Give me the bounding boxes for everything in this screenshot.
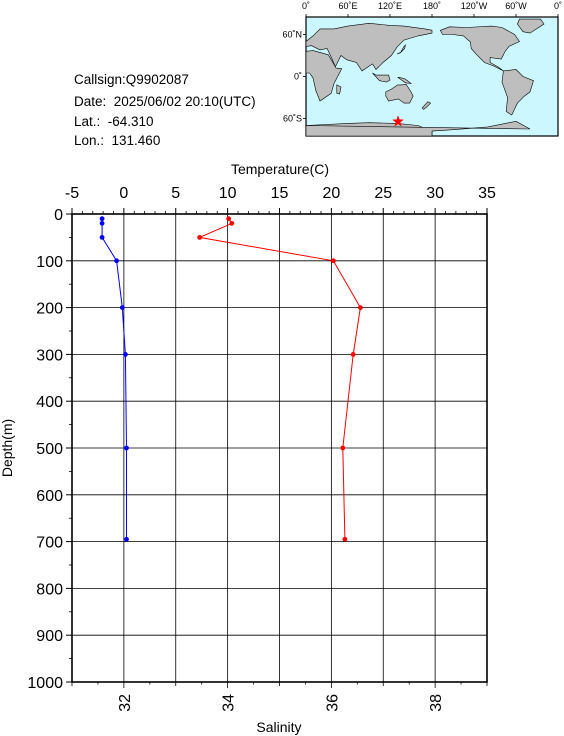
temperature-data-point	[358, 305, 363, 310]
temperature-axis-label: Temperature(C)	[231, 161, 329, 177]
depth-tick-label: 100	[36, 254, 63, 271]
map-land	[305, 18, 545, 137]
temperature-data-point	[229, 220, 235, 226]
chart-grid	[71, 213, 488, 683]
map-landmass	[501, 69, 534, 116]
map-landmass	[439, 25, 520, 72]
temperature-tick-label: 10	[219, 185, 237, 202]
salinity-data-point	[114, 258, 120, 264]
temperature-tick-label: 15	[271, 185, 289, 202]
map-lon-label: 60˚E	[338, 1, 357, 11]
map-landmass	[305, 50, 343, 102]
map-landmass	[421, 101, 432, 110]
map-lon-label: 0˚	[554, 1, 562, 11]
depth-tick-label: 0	[54, 207, 63, 224]
depth-tick-label: 700	[36, 535, 63, 552]
latitude-text: Lat.: -64.310	[74, 114, 154, 129]
salinity-profile-line	[101, 218, 127, 540]
temperature-tick-label: 35	[478, 185, 496, 202]
temperature-tick-label: 5	[171, 185, 180, 202]
salinity-data-point	[119, 305, 125, 310]
temperature-data-point	[350, 352, 356, 357]
map-lat-label: 60˚N	[282, 30, 302, 40]
map-labels: 0˚ 60˚E 120˚E 180˚ 120˚W 60˚W 0˚ 60˚N 0˚ 60˚S	[282, 1, 562, 124]
salinity-data-point	[124, 445, 129, 451]
salinity-data-point	[99, 216, 105, 222]
map-lon-label: 120˚E	[378, 1, 402, 11]
temperature-tick-label: 30	[426, 185, 444, 202]
salinity-tick-label: 36	[324, 694, 341, 712]
salinity-axis-label: Salinity	[256, 719, 301, 735]
chart-tick-labels: -5 0 5 10 15 20 25 30 35010020030040050060070080…	[27, 185, 496, 712]
salinity-tick-label: 32	[117, 694, 134, 712]
longitude-text: Lon.: 131.460	[74, 133, 161, 148]
temperature-data-point	[197, 235, 203, 240]
callsign-text: Callsign:Q9902087	[74, 72, 189, 87]
location-map: 0˚ 60˚E 120˚E 180˚ 120˚W 60˚W 0˚ 60˚N 0˚ 60˚S	[282, 1, 562, 137]
map-landmass	[385, 83, 414, 104]
map-lon-label: 180˚	[423, 1, 441, 11]
depth-tick-label: 400	[36, 394, 63, 411]
salinity-data-point	[123, 352, 128, 357]
map-landmass	[372, 72, 391, 83]
temperature-tick-label: -5	[65, 185, 79, 202]
star-icon	[392, 115, 405, 127]
chart-frame	[71, 213, 488, 683]
depth-tick-label: 900	[36, 628, 63, 645]
temperature-data-point	[331, 258, 336, 264]
map-landmass	[305, 22, 433, 72]
map-lon-label: 0˚	[302, 1, 310, 11]
salinity-data-point	[99, 220, 105, 226]
temperature-data-point	[340, 445, 346, 451]
temperature-profile-line	[197, 218, 361, 540]
depth-tick-label: 200	[36, 301, 63, 318]
map-landmass	[397, 76, 413, 84]
map-landmass	[305, 120, 531, 137]
temperature-tick-label: 25	[374, 185, 392, 202]
salinity-data-point	[99, 235, 105, 240]
temperature-tick-label: 0	[119, 185, 128, 202]
depth-tick-label: 600	[36, 488, 63, 505]
temperature-data-point	[226, 216, 232, 222]
profile-chart: -5 0 5 10 15 20 25 30 35010020030040050060070080…	[0, 161, 496, 735]
date-text: Date: 2025/06/02 20:10(UTC)	[74, 94, 256, 109]
map-lon-label: 60˚W	[505, 1, 527, 11]
salinity-tick-label: 34	[221, 694, 238, 712]
map-lat-label: 0˚	[294, 72, 302, 82]
station-marker	[392, 115, 405, 127]
salinity-data-point	[124, 536, 129, 542]
depth-axis-label: Depth(m)	[0, 419, 15, 477]
depth-tick-label: 800	[36, 581, 63, 598]
map-lat-label: 60˚S	[283, 114, 302, 124]
depth-tick-label: 1000	[27, 675, 63, 692]
chart-series	[99, 216, 363, 542]
depth-tick-label: 300	[36, 347, 63, 364]
map-landmass	[336, 84, 342, 95]
temperature-tick-label: 20	[322, 185, 340, 202]
map-landmass	[396, 44, 406, 55]
map-ticks	[303, 14, 559, 119]
depth-tick-label: 500	[36, 441, 63, 458]
salinity-tick-label: 38	[428, 694, 445, 712]
map-landmass	[517, 18, 545, 34]
map-lon-label: 120˚W	[461, 1, 488, 11]
temperature-data-point	[342, 536, 348, 542]
